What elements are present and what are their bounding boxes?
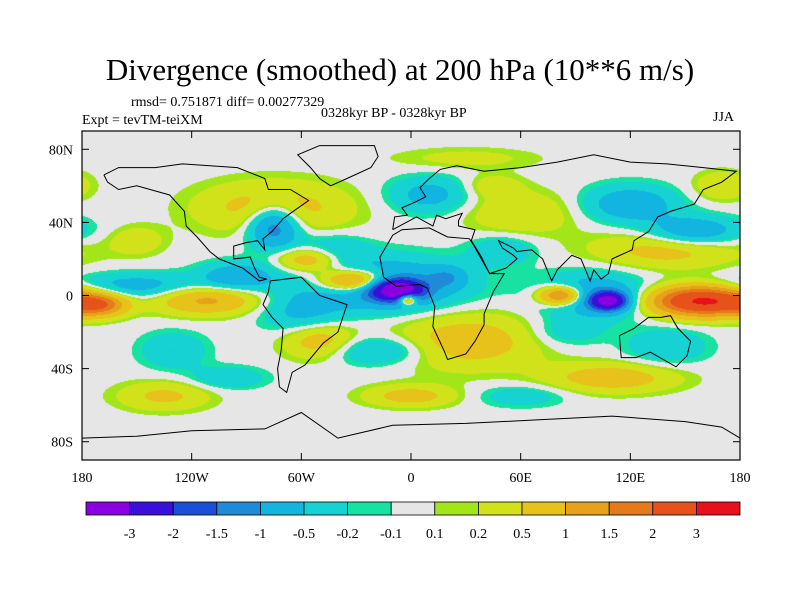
x-tick-label: 0: [408, 471, 415, 486]
colorbar-swatch: [521, 501, 566, 516]
colorbar-swatch: [303, 501, 348, 516]
colorbar-label: 1: [562, 527, 569, 542]
x-tick-label: 180: [730, 471, 751, 486]
colorbar-label: 1.5: [600, 527, 618, 542]
coastline-3: [379, 227, 506, 361]
colorbar-swatch: [477, 501, 523, 516]
colorbar-swatch: [85, 501, 130, 516]
colorbar-swatch: [259, 501, 305, 516]
y-tick-label: 40N: [49, 216, 73, 231]
colorbar-swatch: [565, 501, 610, 516]
chart-title: Divergence (smoothed) at 200 hPa (10**6 …: [105, 52, 695, 87]
stats-label: rmsd= 0.751871 diff= 0.00277329: [131, 95, 325, 110]
colorbar-label: 2: [649, 527, 656, 542]
y-tick-label: 40S: [51, 363, 73, 378]
y-tick-label: 80S: [51, 436, 73, 451]
x-tick-label: 120E: [616, 471, 646, 486]
colorbar-label: 3: [693, 527, 700, 542]
colorbar-swatch: [696, 501, 741, 516]
y-tick-label: 0: [66, 290, 73, 305]
colorbar-swatch: [390, 501, 436, 516]
colorbar-swatch: [347, 501, 392, 516]
colorbar-label: -1: [255, 527, 267, 542]
x-tick-label: 60E: [509, 471, 532, 486]
period-label: 0328kyr BP - 0328kyr BP: [321, 106, 467, 121]
colorbar-swatch: [434, 501, 479, 516]
colorbar-label: -0.1: [380, 527, 402, 542]
divergence-field: [82, 131, 740, 460]
coastline-1: [296, 145, 379, 187]
colorbar-label: -0.2: [337, 527, 359, 542]
colorbar-label: 0.2: [470, 527, 488, 542]
colorbar-label: -1.5: [206, 527, 228, 542]
coastline-5: [618, 315, 692, 368]
colorbar-label: 0.1: [426, 527, 444, 542]
x-tick-label: 180: [72, 471, 93, 486]
coastline-4: [392, 154, 738, 283]
coastline-0: [103, 163, 310, 282]
x-tick-label: 120W: [175, 471, 210, 486]
colorbar-label: 0.5: [513, 527, 531, 542]
coastline-6: [81, 411, 741, 439]
colorbar-label: -2: [167, 527, 179, 542]
colorbar-label: -0.5: [293, 527, 315, 542]
colorbar-swatch: [129, 501, 174, 516]
colorbar-label: -3: [124, 527, 136, 542]
season-label: JJA: [713, 110, 735, 125]
x-tick-label: 60W: [288, 471, 316, 486]
colorbar-swatch: [172, 501, 218, 516]
coastline-2: [262, 276, 348, 394]
colorbar-swatch: [608, 501, 654, 516]
experiment-label: Expt = tevTM-teiXM: [82, 113, 203, 128]
colorbar-swatch: [216, 501, 261, 516]
colorbar-swatch: [652, 501, 697, 516]
y-tick-label: 80N: [49, 143, 73, 158]
